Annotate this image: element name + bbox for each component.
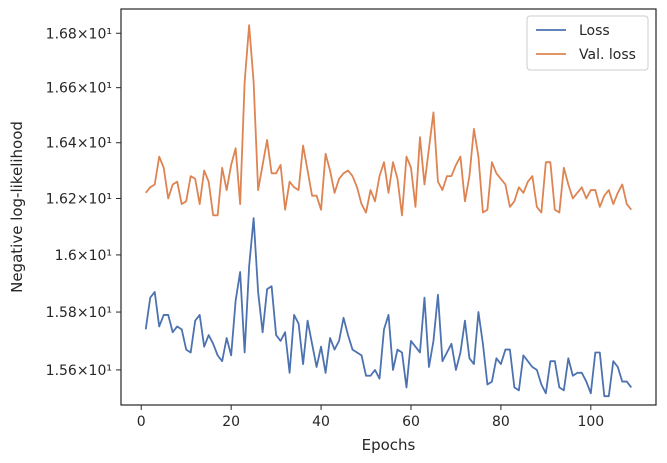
y-axis-ticks: 1.56×10¹ 1.58×10¹ 1.6×10¹ 1.62×10¹ 1.64×10¹ 1… [46, 26, 121, 379]
y-tick-label: 1.62×10¹ [46, 191, 112, 207]
legend-label-loss: Loss [579, 23, 610, 39]
x-axis-label: Epochs [362, 436, 416, 454]
y-tick-label: 1.6×10¹ [55, 248, 112, 264]
x-tick-label: 40 [312, 414, 330, 430]
x-tick-label: 80 [492, 414, 510, 430]
x-tick-label: 20 [222, 414, 240, 430]
x-tick-label: 0 [137, 414, 146, 430]
y-axis-label: Negative log-likelihood [8, 121, 26, 293]
series-layer [144, 24, 632, 398]
y-tick-label: 1.68×10¹ [46, 26, 112, 42]
y-tick-label: 1.58×10¹ [46, 305, 112, 321]
legend-label-val-loss: Val. loss [579, 47, 636, 63]
y-tick-label: 1.66×10¹ [46, 81, 112, 97]
x-tick-label: 100 [577, 414, 604, 430]
y-tick-label: 1.56×10¹ [46, 363, 112, 379]
x-axis-ticks: 0 20 40 60 80 100 [137, 405, 604, 430]
x-tick-label: 60 [402, 414, 420, 430]
series-line-val-loss [145, 24, 632, 217]
plot-area-frame [120, 8, 657, 406]
y-tick-label: 1.64×10¹ [46, 136, 112, 152]
series-line-loss [144, 217, 632, 398]
legend: Loss Val. loss [526, 15, 649, 71]
